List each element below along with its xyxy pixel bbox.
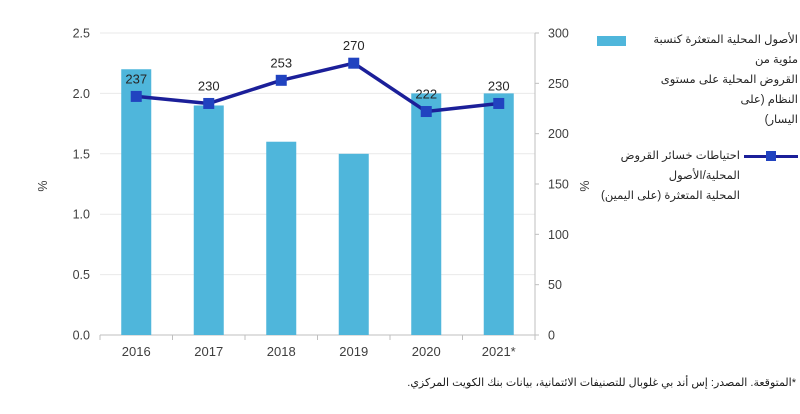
right-axis-title: % xyxy=(578,180,592,191)
left-axis-tick-label: 1.0 xyxy=(73,208,90,222)
data-label: 270 xyxy=(343,38,365,53)
legend-line: احتياطات خسائر القروض المحلية/الأصول xyxy=(620,150,740,182)
bar xyxy=(338,153,369,335)
data-label: 222 xyxy=(415,87,437,102)
bar xyxy=(411,93,442,336)
line-series-square-glyph xyxy=(766,151,776,161)
legend-line: المحلية المتعثرة (على اليمين) xyxy=(601,190,740,202)
line-marker xyxy=(275,74,287,86)
left-axis-title: % xyxy=(36,180,50,191)
x-axis-category-label: 2020 xyxy=(412,344,441,359)
bar xyxy=(266,141,297,335)
x-axis-category-label: 2016 xyxy=(122,344,151,359)
bar-series-swatch-icon xyxy=(597,36,626,46)
bar xyxy=(121,69,152,336)
legend-line: القروض المحلية على مستوى النظام (على xyxy=(660,74,798,106)
source-note: *المتوقعة. المصدر: إس أند بي غلوبال للتص… xyxy=(407,377,796,389)
line-marker xyxy=(348,57,360,69)
line-marker xyxy=(203,97,215,109)
legend-item-bar-series: الأصول المحلية المتعثرة كنسبة مئوية من ا… xyxy=(594,30,798,130)
line-marker xyxy=(130,90,142,102)
left-axis-tick-label: 0.5 xyxy=(73,268,90,282)
line-series xyxy=(136,61,499,114)
data-label: 237 xyxy=(125,71,147,86)
x-axis-category-label: 2017 xyxy=(194,344,223,359)
left-axis-tick-label: 2.0 xyxy=(73,87,90,101)
right-axis-tick-label: 50 xyxy=(548,278,562,292)
data-label: 230 xyxy=(198,78,220,93)
legend: الأصول المحلية المتعثرة كنسبة مئوية من ا… xyxy=(594,30,798,206)
left-axis-tick-label: 0.0 xyxy=(73,329,90,343)
line-marker xyxy=(493,97,505,109)
legend-line: الأصول المحلية المتعثرة كنسبة مئوية من xyxy=(653,34,798,66)
bar xyxy=(483,93,514,336)
right-axis-tick-label: 300 xyxy=(548,27,569,41)
right-axis-tick-label: 100 xyxy=(548,228,569,242)
legend-line-series-label: احتياطات خسائر القروض المحلية/الأصول الم… xyxy=(594,146,740,206)
x-axis-category-label: 2018 xyxy=(267,344,296,359)
x-axis-category-label: 2021* xyxy=(482,344,516,359)
line-marker xyxy=(420,106,432,118)
data-label: 253 xyxy=(270,55,292,70)
x-axis-category-label: 2019 xyxy=(339,344,368,359)
line-series-marker-icon xyxy=(744,150,798,162)
right-axis-tick-label: 250 xyxy=(548,77,569,91)
legend-bar-series-label: الأصول المحلية المتعثرة كنسبة مئوية من ا… xyxy=(630,30,798,130)
right-axis-tick-label: 150 xyxy=(548,178,569,192)
right-axis-tick-label: 200 xyxy=(548,127,569,141)
legend-line: اليسار) xyxy=(764,114,798,126)
left-axis-tick-label: 1.5 xyxy=(73,147,90,161)
combo-chart-canvas: 237 230 253 270 222 230 0.0 0.5 1.0 1.5 2.0 2.5 0 50 1… xyxy=(36,27,592,360)
legend-item-line-series: احتياطات خسائر القروض المحلية/الأصول الم… xyxy=(594,146,798,206)
right-axis-tick-label: 0 xyxy=(548,329,555,343)
left-axis-tick-label: 2.5 xyxy=(73,27,90,41)
data-label: 230 xyxy=(488,78,510,93)
bar xyxy=(193,105,224,335)
